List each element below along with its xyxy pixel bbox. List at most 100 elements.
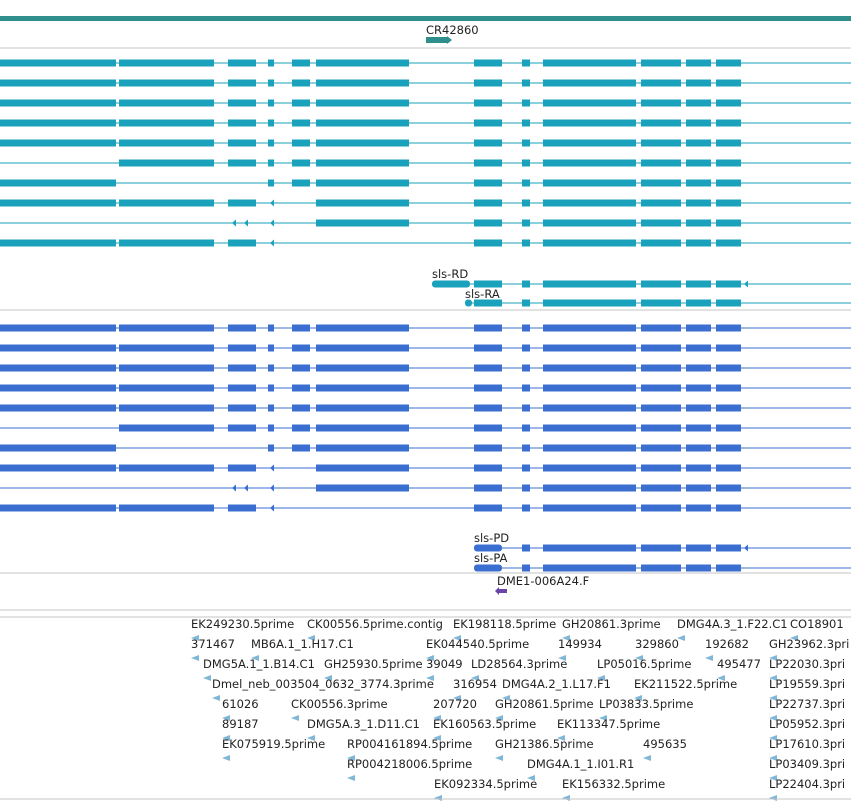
transcript-row[interactable] (0, 99, 851, 107)
gene-row[interactable] (0, 464, 851, 472)
est-feature[interactable]: DMG4A.3_1.F22.C1 (677, 617, 788, 641)
est-feature[interactable]: GH23962.3pri (769, 637, 849, 661)
est-feature[interactable]: LP03833.5prime (599, 697, 693, 721)
transcript-exon (316, 219, 409, 227)
est-feature[interactable]: EK092334.5prime (434, 777, 537, 801)
transcript-row[interactable] (0, 139, 851, 147)
est-feature[interactable]: LP22404.3pri (769, 777, 845, 801)
est-feature[interactable]: GH20861.5prime (495, 697, 594, 721)
gene-row[interactable] (0, 484, 851, 492)
est-feature[interactable]: GH21386.5prime (495, 737, 594, 761)
est-feature[interactable]: EK198118.5prime (453, 617, 556, 641)
gene-exon (119, 324, 214, 332)
est-feature[interactable]: EK156332.5prime (562, 777, 665, 801)
est-label: EK160563.5prime (433, 717, 536, 731)
est-feature[interactable]: EK249230.5prime (191, 617, 294, 641)
est-feature[interactable]: EK044540.5prime (426, 637, 529, 661)
transcript-row[interactable] (0, 239, 851, 247)
transcript-row[interactable] (0, 159, 851, 167)
gene-strand-chevron (643, 504, 647, 512)
est-feature[interactable]: LP22030.3pri (769, 657, 845, 681)
est-feature[interactable]: DMG5A.3_1.D11.C1 (307, 717, 420, 741)
transcript-exon (292, 79, 310, 87)
transcript-exon (522, 299, 530, 307)
est-feature[interactable]: DMG4A.2_1.L17.F1 (502, 677, 611, 701)
transcript-row[interactable] (0, 199, 851, 207)
cr42860-feature[interactable] (426, 37, 448, 43)
est-feature[interactable]: CK00556.3prime (291, 697, 388, 721)
est-label: DMG5A.3_1.D11.C1 (307, 717, 420, 731)
est-feature[interactable]: 39049 (426, 657, 463, 681)
est-feature[interactable]: 495635 (643, 737, 687, 761)
est-feature[interactable]: GH20861.3prime (562, 617, 661, 641)
est-arrow (562, 795, 570, 801)
clone-feature[interactable] (499, 589, 507, 593)
est-feature[interactable]: LP05016.5prime (597, 657, 691, 681)
est-arrow (222, 755, 230, 761)
transcript-exon (543, 79, 636, 87)
est-feature[interactable]: 316954 (453, 677, 497, 701)
transcript-row[interactable] (465, 299, 851, 307)
gene-exon (474, 464, 502, 472)
gene-row[interactable] (474, 564, 851, 572)
gene-strand-chevron (476, 344, 480, 352)
est-label: MB6A.1_1.H17.C1 (251, 637, 354, 651)
gene-row[interactable] (0, 444, 851, 452)
gene-strand-chevron (270, 504, 274, 512)
est-feature[interactable]: GH25930.5prime (324, 657, 423, 681)
est-feature[interactable]: 329860 (635, 637, 679, 661)
clone-label: DME1-006A24.F (497, 574, 589, 588)
est-feature[interactable]: RP004161894.5prime (347, 737, 472, 761)
transcript-row[interactable] (0, 119, 851, 127)
est-feature[interactable]: 371467 (191, 637, 235, 661)
gene-strand-chevron (121, 344, 125, 352)
transcript-strand-chevron (318, 79, 322, 87)
est-feature[interactable]: RP004218006.5prime (347, 757, 472, 781)
est-feature[interactable]: 149934 (558, 637, 602, 661)
est-feature[interactable]: LP03409.3pri (769, 757, 845, 781)
transcript-row[interactable] (432, 280, 851, 288)
gene-row[interactable] (0, 324, 851, 332)
est-arrow (191, 635, 199, 641)
gene-row[interactable] (474, 544, 851, 552)
est-feature[interactable]: EK113347.5prime (557, 717, 660, 741)
transcript-strand-chevron (545, 280, 549, 288)
transcript-row[interactable] (0, 59, 851, 67)
gene-row[interactable] (0, 384, 851, 392)
est-feature[interactable]: LP17610.3pri (769, 737, 845, 761)
est-feature[interactable]: DMG5A.1_1.B14.C1 (203, 657, 315, 681)
transcript-row[interactable] (0, 219, 851, 227)
gene-exon (316, 424, 409, 432)
est-arrow (495, 715, 503, 721)
est-feature[interactable]: CK00556.5prime.contig (307, 617, 443, 641)
gene-row[interactable] (0, 424, 851, 432)
est-feature[interactable]: 495477 (717, 657, 761, 681)
est-feature[interactable]: LP19559.3pri (769, 677, 845, 701)
gene-row[interactable] (0, 364, 851, 372)
transcript-row[interactable] (0, 79, 851, 87)
gene-row[interactable] (0, 404, 851, 412)
est-feature[interactable]: 207720 (433, 697, 477, 721)
gene-row[interactable] (0, 344, 851, 352)
est-feature[interactable]: Dmel_neb_003504_0632_3774.3prime (212, 677, 434, 701)
transcript-strand-chevron (230, 239, 234, 247)
transcript-exon (228, 59, 256, 67)
est-feature[interactable]: 89187 (222, 717, 259, 741)
est-feature[interactable]: MB6A.1_1.H17.C1 (251, 637, 354, 661)
gene-row[interactable] (0, 504, 851, 512)
est-feature[interactable]: 61026 (222, 697, 259, 721)
est-feature[interactable]: LP22737.3pri (769, 697, 845, 721)
transcript-exon (641, 139, 681, 147)
transcript-strand-chevron (545, 59, 549, 67)
est-feature[interactable]: 192682 (705, 637, 749, 661)
transcript-exon (716, 199, 741, 207)
est-feature[interactable]: EK160563.5prime (433, 717, 536, 741)
est-feature[interactable]: CO18901 (790, 617, 844, 641)
transcript-row[interactable] (0, 179, 851, 187)
est-feature[interactable]: DMG4A.1_1.I01.R1 (527, 757, 634, 781)
est-feature[interactable]: EK075919.5prime (222, 737, 325, 761)
est-label: 495477 (717, 657, 761, 671)
est-feature[interactable]: LP05952.3pri (769, 717, 845, 741)
est-feature[interactable]: LD28564.3prime (471, 657, 567, 681)
est-feature[interactable]: EK211522.5prime (634, 677, 737, 701)
